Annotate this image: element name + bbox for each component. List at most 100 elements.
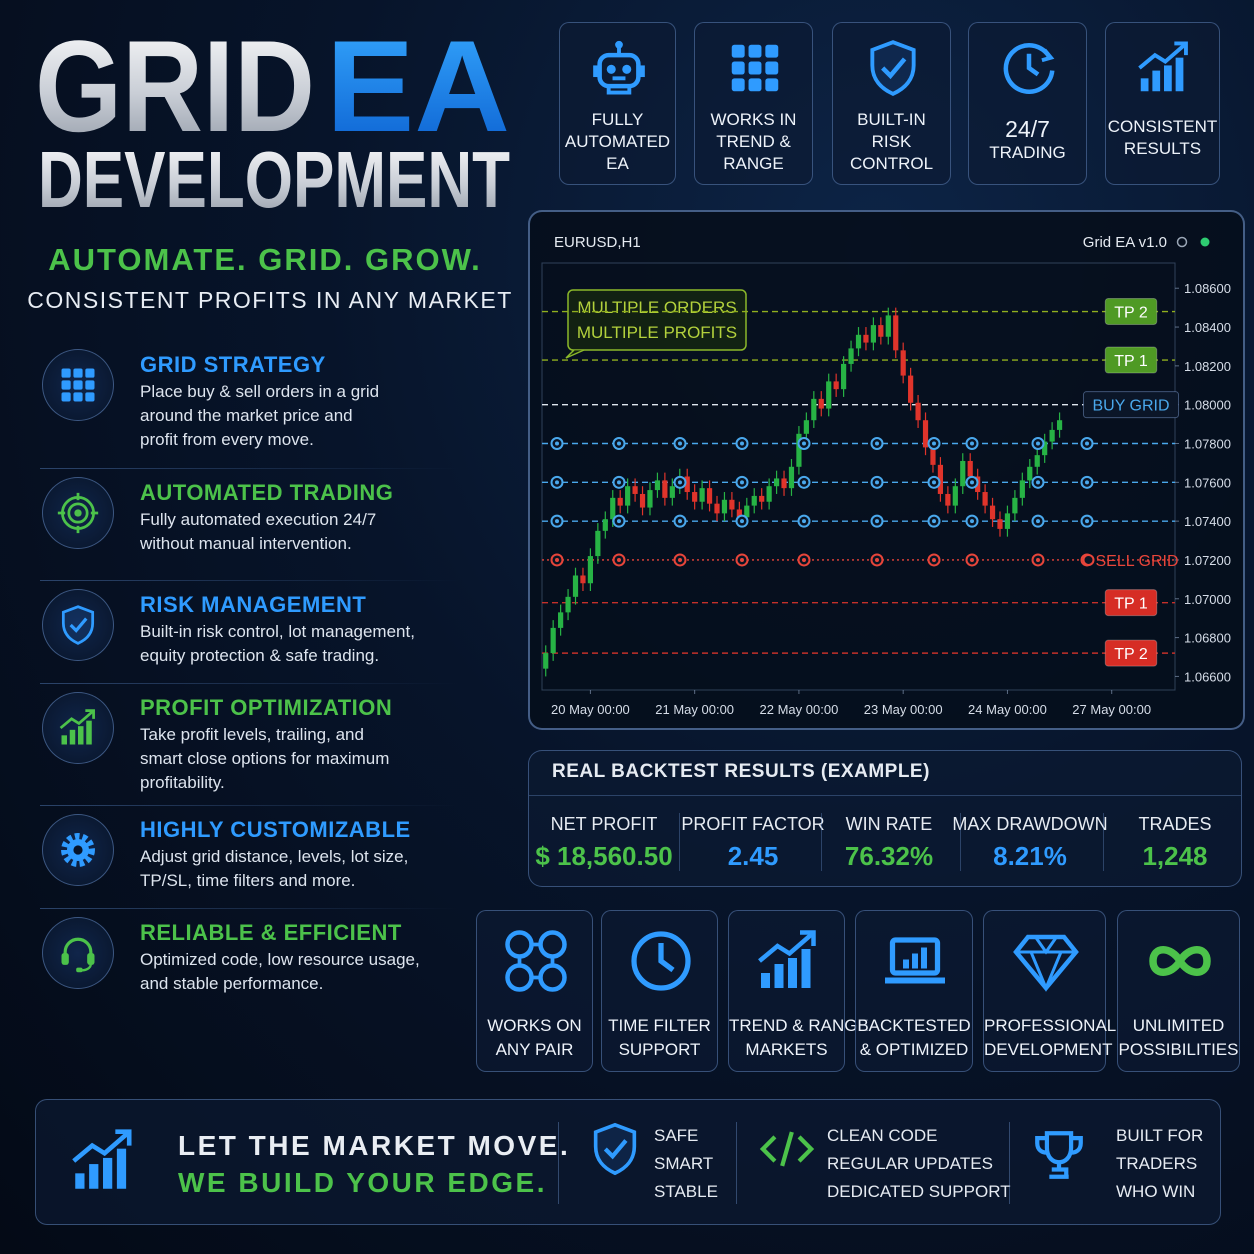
order-marker-dot xyxy=(555,441,559,446)
feature-card: TIME FILTER SUPPORT xyxy=(601,910,718,1072)
stat-value: 8.21% xyxy=(993,841,1067,871)
icon-shape xyxy=(504,963,534,992)
feature-line: POSSIBILITIES xyxy=(1118,1040,1239,1059)
stat-label: WIN RATE xyxy=(845,814,933,834)
feature-line: TIME FILTER xyxy=(608,1016,711,1035)
feature-title: RISK MANAGEMENT xyxy=(140,592,367,617)
candle-body xyxy=(826,381,832,409)
stat-divider xyxy=(1102,813,1104,871)
feature-line: WORKS ON xyxy=(487,1016,582,1035)
footer-item: STABLE xyxy=(654,1182,718,1201)
candle-body xyxy=(982,492,988,506)
icon xyxy=(56,931,100,975)
feature-line: CONTROL xyxy=(849,154,934,173)
x-tick-label: 24 May 00:00 xyxy=(968,702,1047,717)
feature-line: TREND & xyxy=(716,132,791,151)
candle-body xyxy=(773,478,780,487)
candle-body xyxy=(639,493,646,508)
footer-item: BUILT FOR xyxy=(1116,1126,1204,1145)
feature-card: BACKTESTED & OPTIMIZED xyxy=(855,910,973,1072)
level-label: TP 2 xyxy=(1114,305,1148,322)
candle-body xyxy=(796,433,802,467)
order-marker-dot xyxy=(678,519,682,524)
order-marker xyxy=(1082,553,1095,566)
stat-label: PROFIT FACTOR xyxy=(681,814,825,834)
order-marker-dot xyxy=(617,441,621,446)
icon-shape xyxy=(115,1129,132,1146)
icon xyxy=(66,1124,140,1198)
icon-shape xyxy=(912,953,918,969)
icon-shape xyxy=(85,368,95,378)
icon-shape xyxy=(1175,57,1183,92)
icon-shape xyxy=(731,44,778,92)
candle-body xyxy=(565,596,571,613)
icon-shape xyxy=(731,78,745,92)
icon-shape xyxy=(787,958,797,988)
icon-shape xyxy=(85,392,95,402)
icon xyxy=(588,37,650,99)
icon-shape xyxy=(85,709,95,719)
backtest-panel: REAL BACKTEST RESULTS (EXAMPLE) NET PROFI… xyxy=(528,750,1242,887)
feature-line: EA xyxy=(606,154,629,173)
feature-description: and stable performance. xyxy=(140,974,324,993)
separator xyxy=(40,468,460,469)
icon-shape xyxy=(537,963,567,992)
stat-label: NET PROFIT xyxy=(550,814,658,834)
icon-shape xyxy=(61,937,95,973)
icon-shape xyxy=(603,1139,628,1160)
feature-description: equity protection & safe trading. xyxy=(140,646,380,665)
feature-description: profit from every move. xyxy=(140,430,314,449)
icon xyxy=(879,925,951,997)
candle-body xyxy=(699,488,705,502)
annotation-text: MULTIPLE ORDERS xyxy=(577,298,736,317)
icon xyxy=(752,925,824,997)
feature-card: BUILT-IN RISK CONTROL xyxy=(832,22,951,185)
icon-shape xyxy=(764,61,778,75)
candle-body xyxy=(625,486,631,506)
backtest-title: REAL BACKTEST RESULTS (EXAMPLE) xyxy=(552,761,930,782)
icon-shape xyxy=(799,930,816,946)
candle-body xyxy=(833,381,839,390)
candle-body xyxy=(893,315,899,351)
feature-title: HIGHLY CUSTOMIZABLE xyxy=(140,817,411,842)
candle-body xyxy=(669,486,675,498)
icon-shape xyxy=(72,1131,130,1163)
feature-line: & OPTIMIZED xyxy=(859,1040,969,1059)
feature-line: UNLIMITED xyxy=(1132,1016,1225,1035)
icon-shape xyxy=(1015,936,1076,992)
icon-shape xyxy=(74,509,82,517)
order-marker-dot xyxy=(1036,480,1040,485)
icon-shape xyxy=(764,78,778,92)
candle-body xyxy=(617,497,623,506)
icon-shape xyxy=(1035,1131,1083,1179)
icon xyxy=(56,491,100,535)
candle-body xyxy=(885,315,891,337)
icon-shape xyxy=(593,1122,637,1176)
feature-card: UNLIMITED POSSIBILITIES xyxy=(1117,910,1240,1072)
level-label: BUY GRID xyxy=(1092,398,1169,415)
icon-shape xyxy=(73,392,83,402)
order-marker-dot xyxy=(740,519,744,524)
feature-line: RESULTS xyxy=(1123,139,1202,158)
candle-body xyxy=(714,503,720,514)
icon-shape xyxy=(73,368,83,378)
feature-line: TRADING xyxy=(989,143,1066,162)
x-tick-label: 27 May 00:00 xyxy=(1072,702,1151,717)
icon-circle xyxy=(42,589,114,661)
candle-body xyxy=(788,466,795,489)
icon-shape xyxy=(57,492,99,534)
icon-shape xyxy=(504,930,567,992)
slogan-line: LET THE MARKET MOVE. xyxy=(178,1130,571,1161)
icon xyxy=(1144,925,1216,997)
icon-shape xyxy=(61,380,71,390)
icon-shape xyxy=(1040,48,1054,63)
level-tag: TP 2 xyxy=(1104,298,1158,326)
feature-line: PROFESSIONAL xyxy=(984,1016,1117,1035)
feature-description: smart close options for maximum xyxy=(140,749,390,768)
feature-line: FULLY xyxy=(591,110,644,129)
level-tag: TP 1 xyxy=(1104,346,1158,374)
order-marker-dot xyxy=(970,557,974,562)
icon-shape xyxy=(57,492,99,534)
icon-shape xyxy=(89,1164,99,1189)
candle-body xyxy=(1019,480,1025,498)
